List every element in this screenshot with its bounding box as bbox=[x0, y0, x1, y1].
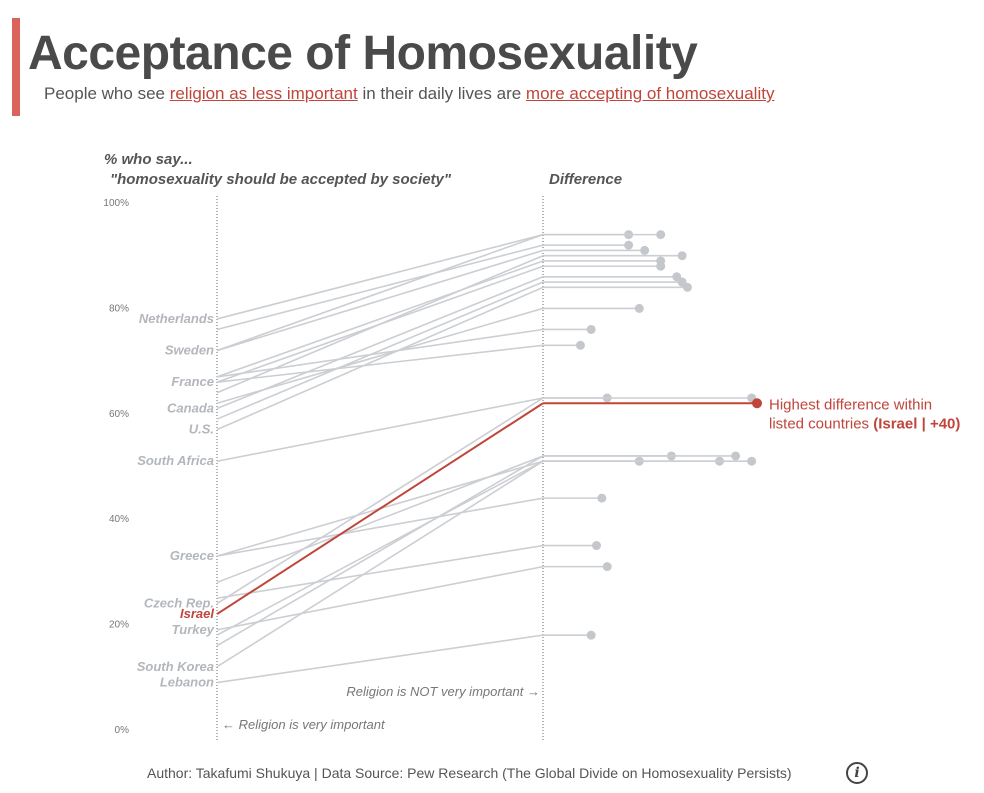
country-label: France bbox=[171, 374, 214, 389]
y-axis-title-line-2: "homosexuality should be accepted by soc… bbox=[110, 171, 452, 188]
slope-line bbox=[216, 397, 544, 605]
slope-line bbox=[216, 460, 544, 636]
subtitle-highlight-religion[interactable]: religion as less important bbox=[169, 84, 358, 103]
slope-line bbox=[216, 634, 544, 684]
slope-line bbox=[216, 455, 544, 647]
country-label: Czech Rep. bbox=[144, 596, 214, 611]
y-tick-label: 80% bbox=[109, 303, 129, 314]
slope-line bbox=[216, 233, 544, 320]
slope-line bbox=[216, 565, 544, 631]
slope-line bbox=[216, 344, 544, 383]
subtitle-text-2: in their daily lives are bbox=[357, 84, 526, 103]
country-label: U.S. bbox=[189, 422, 214, 437]
y-tick-label: 0% bbox=[115, 725, 130, 736]
country-label: Turkey bbox=[172, 622, 215, 637]
y-tick-label: 100% bbox=[103, 198, 129, 209]
y-tick-label: 20% bbox=[109, 620, 129, 631]
slope-line bbox=[216, 286, 544, 431]
right-axis-note: Religion is NOT very important → bbox=[346, 684, 540, 699]
subtitle-highlight-acceptance[interactable]: more accepting of homosexuality bbox=[525, 84, 775, 103]
slope-line bbox=[216, 307, 544, 405]
y-tick-label: 60% bbox=[109, 409, 129, 420]
slope-line bbox=[216, 254, 544, 394]
difference-dot bbox=[634, 303, 644, 313]
difference-dot bbox=[656, 230, 666, 240]
difference-dot bbox=[640, 245, 650, 255]
difference-dot bbox=[597, 493, 607, 503]
difference-dot bbox=[731, 451, 741, 461]
country-label: Lebanon bbox=[160, 675, 214, 690]
y-tick-label: 40% bbox=[109, 514, 129, 525]
y-axis-title-line-1: % who say... bbox=[104, 151, 193, 168]
slope-line bbox=[216, 455, 544, 584]
slope-line bbox=[216, 544, 544, 600]
slope-line bbox=[216, 281, 544, 420]
difference-dot bbox=[682, 282, 692, 292]
difference-dot bbox=[624, 240, 634, 250]
country-label: South Korea bbox=[137, 659, 214, 674]
difference-dot bbox=[575, 340, 585, 350]
info-icon[interactable]: i bbox=[846, 762, 868, 784]
country-label: Greece bbox=[170, 548, 214, 563]
slope-line bbox=[216, 260, 544, 378]
country-label: South Africa bbox=[137, 453, 214, 468]
page-subtitle: People who see religion as less importan… bbox=[44, 84, 774, 104]
slope-line bbox=[216, 397, 544, 463]
difference-dot bbox=[677, 251, 687, 261]
difference-dot bbox=[592, 541, 601, 551]
slope-line bbox=[216, 276, 544, 410]
difference-dot bbox=[602, 562, 612, 572]
page-title: Acceptance of Homosexuality bbox=[28, 27, 698, 80]
annotation-line-1: Highest difference within bbox=[769, 396, 932, 413]
difference-dot bbox=[752, 398, 762, 409]
difference-dot bbox=[586, 324, 596, 334]
country-label: Netherlands bbox=[139, 311, 214, 326]
slope-line bbox=[216, 402, 544, 615]
difference-dot bbox=[586, 630, 596, 640]
slope-line bbox=[216, 497, 544, 557]
annotation-line-2: listed countries (Israel | +40) bbox=[769, 415, 960, 432]
slope-line bbox=[216, 233, 544, 352]
left-axis-note: ← Religion is very important bbox=[222, 717, 386, 732]
slope-line bbox=[216, 328, 544, 378]
difference-dot bbox=[656, 261, 666, 271]
title-accent-bar bbox=[12, 18, 20, 116]
difference-dot bbox=[747, 456, 757, 466]
subtitle-text-1: People who see bbox=[44, 84, 170, 103]
slope-line bbox=[216, 460, 544, 668]
country-label: Canada bbox=[167, 401, 214, 416]
country-label: Sweden bbox=[165, 343, 214, 358]
difference-header: Difference bbox=[549, 171, 622, 188]
slope-line bbox=[216, 244, 544, 331]
country-label: Israel bbox=[180, 606, 214, 621]
slope-line bbox=[216, 249, 544, 352]
footer-credit: Author: Takafumi Shukuya | Data Source: … bbox=[147, 765, 792, 781]
